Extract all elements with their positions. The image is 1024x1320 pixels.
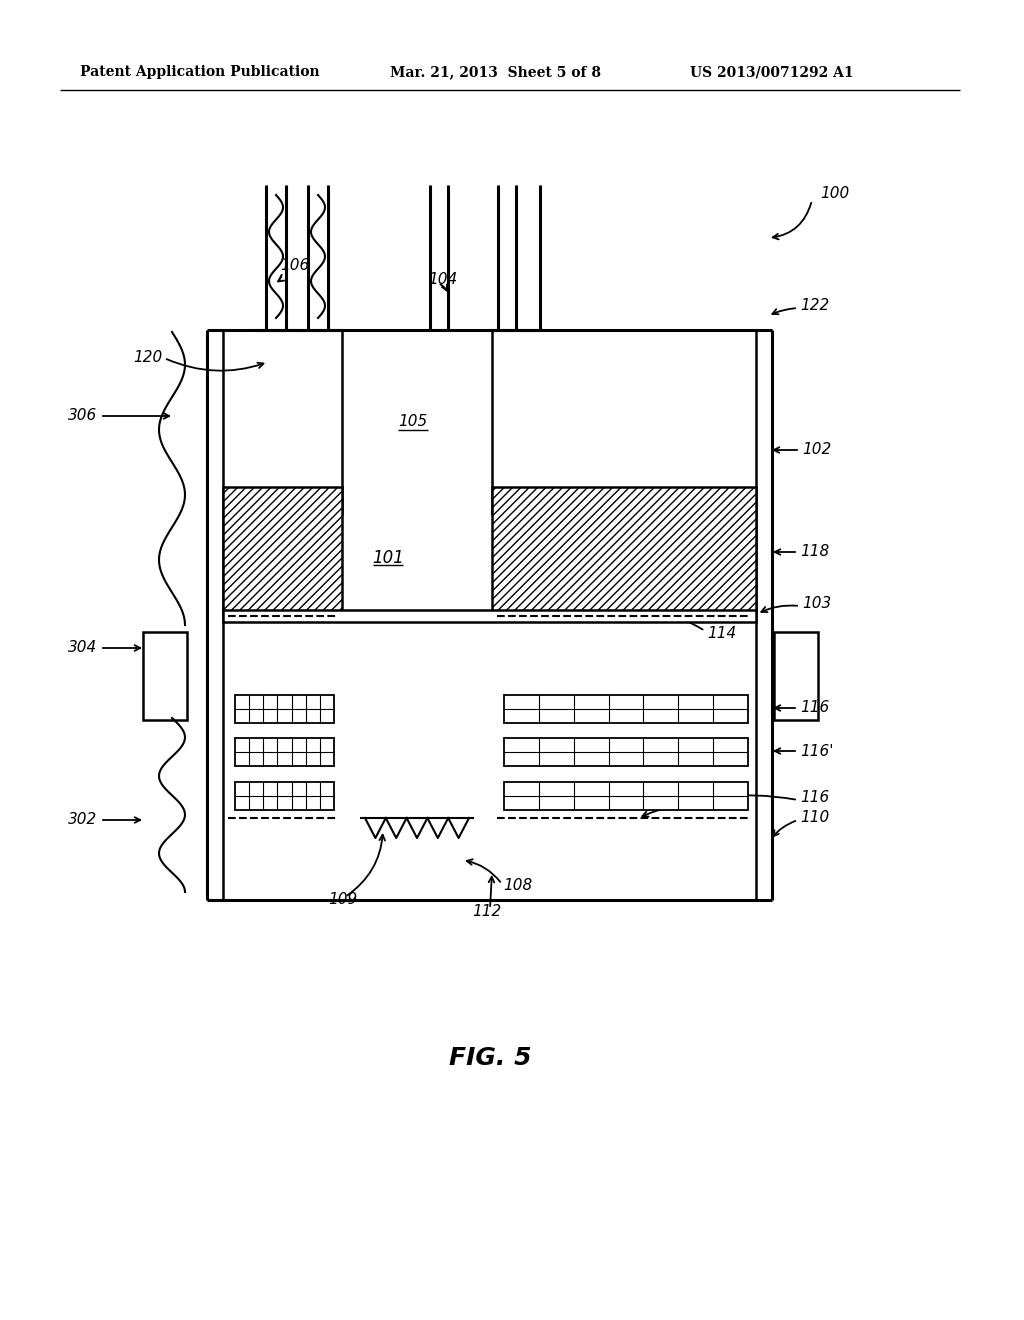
- Text: 114: 114: [707, 627, 736, 642]
- Text: 100: 100: [820, 186, 849, 201]
- Bar: [774, 632, 818, 719]
- Text: 102: 102: [802, 442, 831, 458]
- Text: 306: 306: [68, 408, 97, 424]
- Text: 106: 106: [280, 257, 309, 272]
- Bar: [234, 738, 334, 766]
- Bar: [223, 610, 756, 622]
- Text: Patent Application Publication: Patent Application Publication: [80, 65, 319, 79]
- Text: 120: 120: [133, 351, 162, 366]
- Text: 101: 101: [372, 549, 403, 568]
- Text: 118: 118: [800, 544, 829, 560]
- Text: 116: 116: [800, 791, 829, 805]
- Text: 304: 304: [68, 640, 97, 656]
- Bar: [504, 781, 748, 810]
- Text: 109: 109: [328, 892, 357, 908]
- Bar: [234, 696, 334, 723]
- Text: 105: 105: [398, 414, 427, 429]
- Bar: [223, 487, 342, 612]
- Text: 103: 103: [802, 595, 831, 610]
- Text: 116: 116: [800, 701, 829, 715]
- Text: 116': 116': [800, 743, 834, 759]
- Bar: [234, 781, 334, 810]
- Bar: [504, 696, 748, 723]
- Bar: [504, 738, 748, 766]
- Text: 302: 302: [68, 813, 97, 828]
- Bar: [492, 487, 756, 612]
- Text: Mar. 21, 2013  Sheet 5 of 8: Mar. 21, 2013 Sheet 5 of 8: [390, 65, 601, 79]
- Text: 110: 110: [800, 809, 829, 825]
- Text: 122: 122: [800, 297, 829, 313]
- Text: FIG. 5: FIG. 5: [449, 1045, 531, 1071]
- Text: US 2013/0071292 A1: US 2013/0071292 A1: [690, 65, 854, 79]
- Text: 112: 112: [472, 904, 502, 920]
- Text: 104: 104: [428, 272, 458, 288]
- Bar: [143, 632, 187, 719]
- Text: 108: 108: [503, 878, 532, 892]
